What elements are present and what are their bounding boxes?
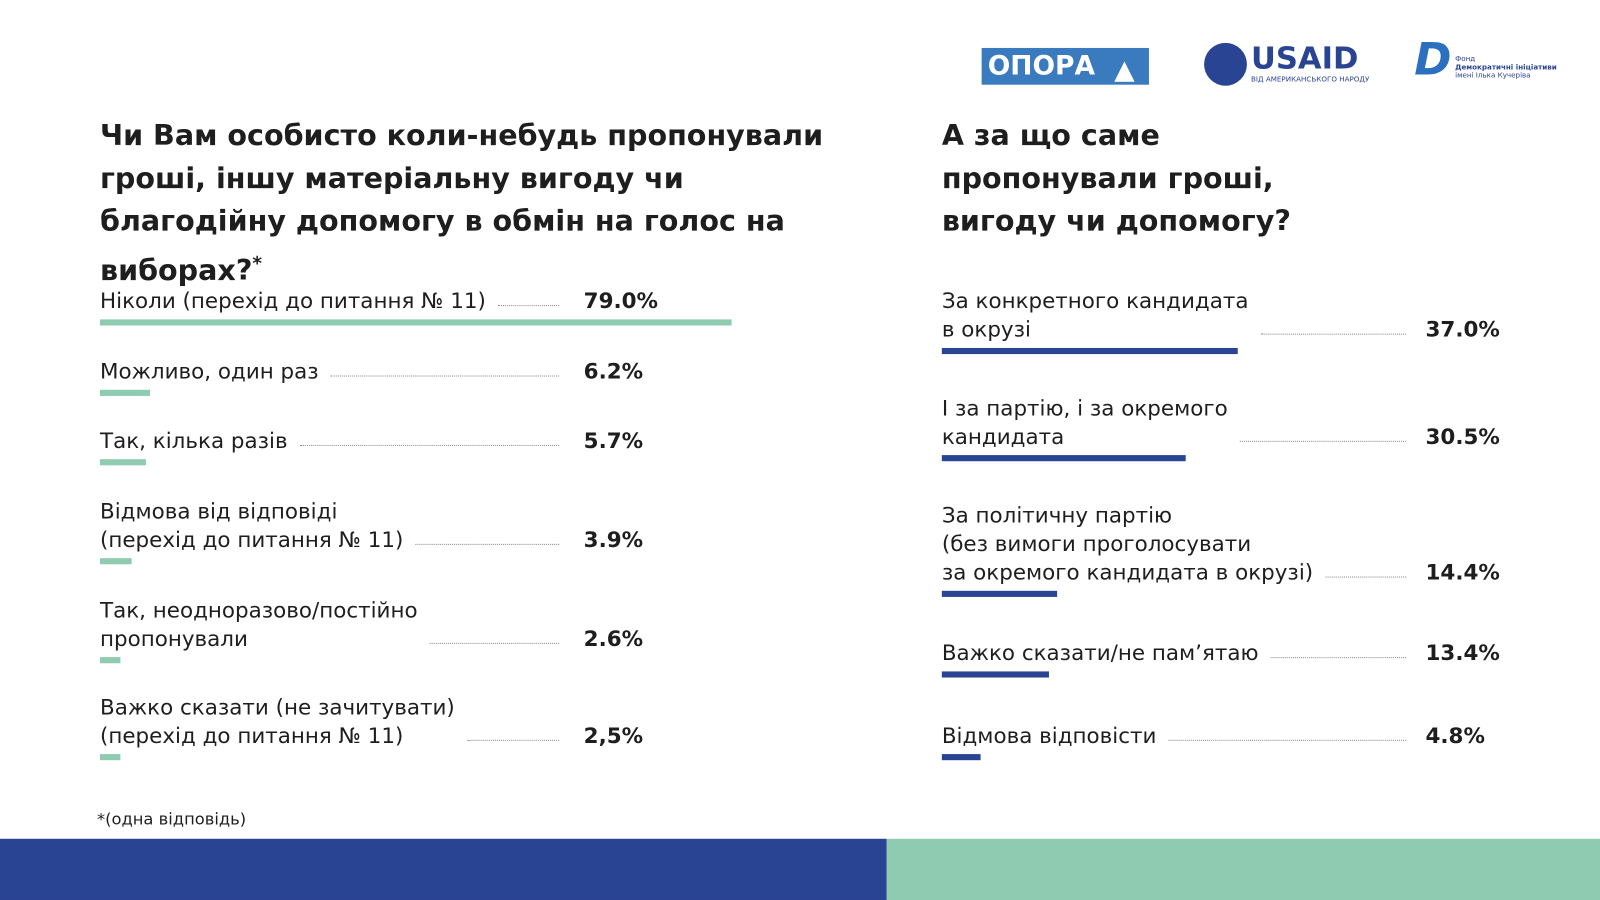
category-label: І за партію, і за окремого кандидата: [941, 395, 1228, 449]
leader-dots: [330, 375, 560, 377]
value-label: 4.8%: [1425, 723, 1485, 748]
usaid-sub: ВІД АМЕРИКАНСЬКОГО НАРОДУ: [1251, 75, 1370, 84]
fund-line: імені Ілька Кучеріва: [1455, 71, 1531, 80]
leader-dots: [1325, 576, 1407, 578]
leader-dots: [1270, 657, 1407, 659]
footnote-mark: *: [96, 809, 106, 829]
value-label: 5.7%: [583, 428, 644, 454]
value-label: 37.0%: [1425, 317, 1500, 342]
footnote: *(одна відповідь): [97, 809, 246, 828]
bar: [99, 657, 121, 664]
row-label: Важко сказати (не зачитувати) (перехід д…: [99, 693, 560, 750]
leader-dots: [1168, 739, 1407, 741]
leader-dots: [299, 444, 560, 446]
usaid-seal: [1204, 42, 1247, 86]
chart-title: Чи Вам особисто коли-небудь пропонували …: [100, 114, 835, 292]
footer-band: [886, 838, 1600, 900]
row-label: За політичну партію (без вимоги проголос…: [941, 501, 1407, 587]
bar: [941, 347, 1238, 355]
footer-band: [0, 838, 887, 900]
category-label: Важко сказати (не зачитувати) (перехід д…: [99, 694, 455, 748]
category-label: Можливо, один раз: [99, 359, 319, 384]
row-label: Можливо, один раз: [99, 357, 560, 386]
usaid-logo: USAID: [1251, 40, 1359, 77]
value-label: 2,5%: [583, 723, 644, 748]
bar: [99, 319, 732, 326]
leader-dots: [1239, 440, 1407, 442]
row-label: Відмова відповісти: [941, 721, 1407, 750]
value-label: 13.4%: [1425, 640, 1500, 666]
chart-title: А за що саме пропонували гроші, вигоду ч…: [941, 118, 1291, 238]
value-label: 3.9%: [583, 527, 644, 553]
bar: [941, 455, 1186, 462]
row-label: Важко сказати/не пам’ятаю: [941, 639, 1407, 668]
row-label: І за партію, і за окремого кандидата: [941, 394, 1407, 451]
value-label: 30.5%: [1425, 424, 1500, 449]
category-label: За політичну партію (без вимоги проголос…: [941, 503, 1314, 585]
footnote-text: (одна відповідь): [105, 809, 247, 829]
value-label: 14.4%: [1425, 560, 1500, 585]
category-label: Важко сказати/не пам’ятаю: [941, 640, 1259, 666]
value-label: 79.0%: [583, 288, 659, 314]
category-label: Відмова від відповіді (перехід до питанн…: [99, 498, 404, 553]
bar: [99, 558, 132, 565]
row-label: Відмова від відповіді (перехід до питанн…: [99, 497, 560, 554]
title-note: *: [252, 253, 263, 275]
category-label: Відмова відповісти: [941, 723, 1157, 748]
leader-dots: [1260, 333, 1407, 335]
opora-logo: ОПОРА ▲: [981, 47, 1149, 86]
fund-icon: D: [1414, 33, 1452, 86]
category-label: Ніколи (перехід до питання № 11): [99, 288, 486, 314]
title-text: Чи Вам особисто коли-небудь пропонували …: [99, 118, 824, 288]
row-label: Так, неодноразово/постійно пропонували: [99, 596, 560, 653]
leader-dots: [415, 543, 560, 545]
row-label: Так, кілька разів: [99, 427, 560, 456]
bar: [941, 590, 1058, 597]
fund-logo: Фонд Демократичні ініціативи імені Ілька…: [1455, 55, 1557, 79]
leader-dots: [429, 642, 560, 644]
row-label: За конкретного кандидата в окрузі: [941, 287, 1407, 344]
row-label: Ніколи (перехід до питання № 11): [99, 287, 560, 316]
leader-dots: [467, 739, 560, 741]
fund-line: Демократичні ініціативи: [1455, 63, 1557, 72]
value-label: 2.6%: [583, 626, 644, 652]
bar: [941, 754, 981, 761]
opora-triangle: ▲: [1114, 55, 1135, 86]
bar: [99, 754, 120, 761]
bar: [99, 459, 146, 466]
opora-text: ОПОРА: [987, 51, 1096, 82]
bar: [99, 389, 150, 396]
category-label: За конкретного кандидата в окрузі: [941, 288, 1249, 342]
value-label: 6.2%: [583, 359, 644, 384]
category-label: Так, кілька разів: [99, 428, 288, 454]
category-label: Так, неодноразово/постійно пропонували: [99, 597, 418, 652]
fund-line: Фонд: [1455, 55, 1476, 64]
leader-dots: [498, 305, 560, 307]
bar: [941, 671, 1050, 678]
